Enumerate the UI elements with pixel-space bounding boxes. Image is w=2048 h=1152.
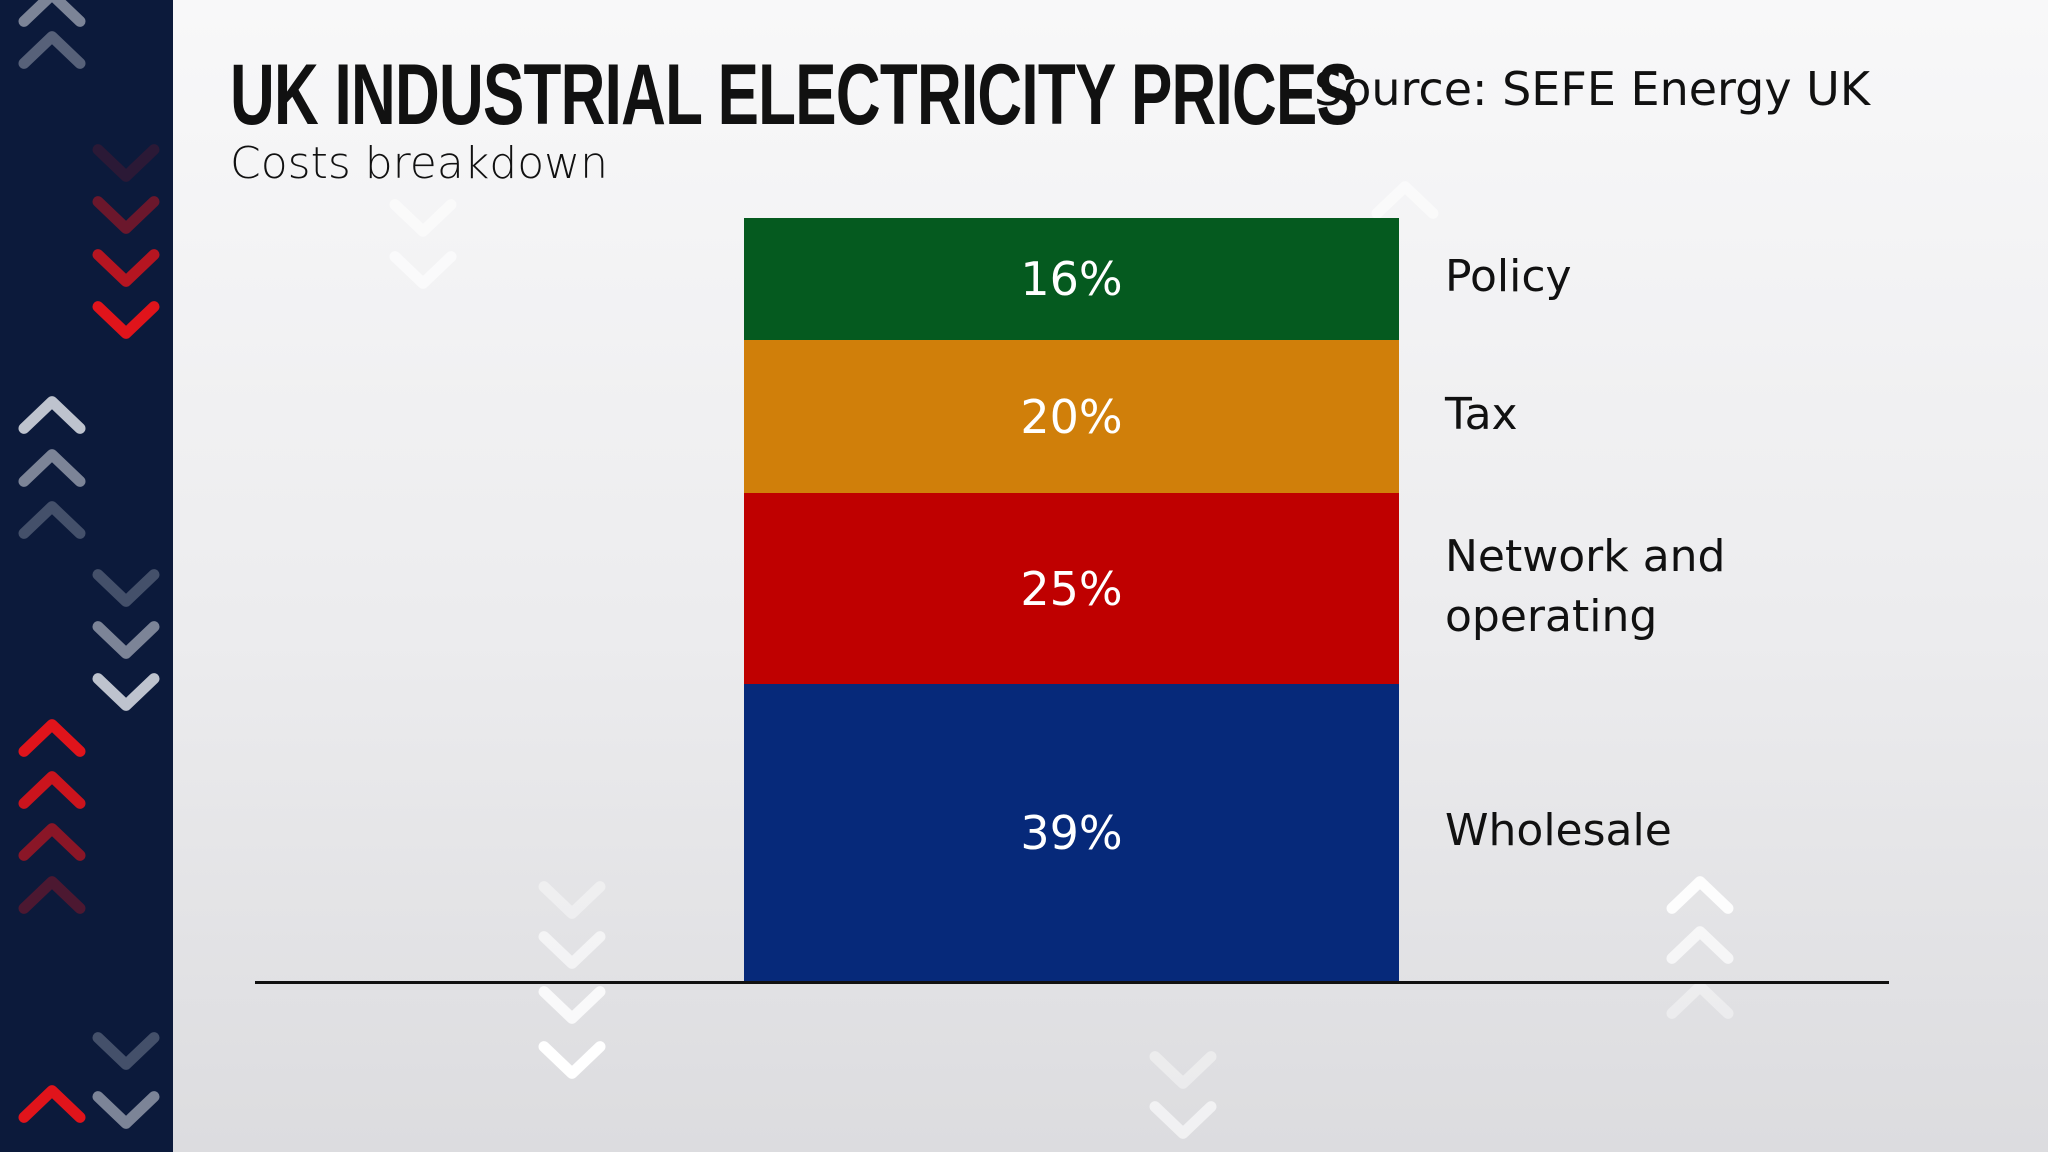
chevron-down-icon — [538, 1041, 606, 1079]
chevron-down-icon — [538, 881, 606, 919]
chevron-up-icon — [18, 501, 86, 539]
category-label-tax: Tax — [1445, 388, 1518, 440]
chevron-down-icon — [92, 301, 160, 339]
chevron-up-icon — [18, 1085, 86, 1123]
data-label-policy: 16% — [1020, 252, 1123, 307]
source-credit: Source: SEFE Energy UK — [1314, 62, 1871, 116]
data-label-tax: 20% — [1020, 389, 1123, 444]
chevron-down-icon — [92, 621, 160, 659]
chevron-up-icon — [18, 449, 86, 487]
data-label-network-and-operating: 25% — [1020, 561, 1123, 616]
data-label-wholesale: 39% — [1020, 806, 1123, 861]
chevron-up-icon — [1666, 981, 1734, 1019]
chevron-up-icon — [18, 0, 86, 27]
chevron-up-icon — [18, 396, 86, 434]
chevron-down-icon — [92, 1091, 160, 1129]
chevron-down-icon — [1149, 1101, 1217, 1139]
chevron-up-icon — [1666, 926, 1734, 964]
chevron-up-icon — [1666, 876, 1734, 914]
chevron-up-icon — [1371, 181, 1439, 219]
category-label-network-and-operating: Network and operating — [1445, 530, 1726, 642]
chevron-down-icon — [538, 986, 606, 1024]
bar-segment-network-and-operating — [744, 493, 1399, 685]
chevron-down-icon — [92, 196, 160, 234]
category-label-wholesale: Wholesale — [1445, 805, 1672, 857]
chevron-up-icon — [18, 771, 86, 809]
chevron-up-icon — [18, 876, 86, 914]
chart-title: UK INDUSTRIAL ELECTRICITY PRICES — [230, 47, 1358, 143]
bar-segment-policy — [744, 218, 1399, 341]
bar-segment-tax — [744, 340, 1399, 494]
bar-segment-wholesale — [744, 684, 1399, 982]
chevron-pattern — [18, 0, 160, 1129]
chevron-down-icon — [92, 144, 160, 182]
chevron-up-icon — [18, 719, 86, 757]
category-label-policy: Policy — [1445, 251, 1572, 303]
chevron-down-icon — [538, 931, 606, 969]
chevron-down-icon — [389, 251, 457, 289]
chart-subtitle: Costs breakdown — [230, 138, 609, 189]
chevron-down-icon — [92, 249, 160, 287]
baseline-axis — [255, 981, 1889, 984]
chevron-up-icon — [18, 823, 86, 861]
chevron-up-icon — [18, 31, 86, 69]
chevron-down-icon — [92, 673, 160, 711]
chevron-down-icon — [1149, 1051, 1217, 1089]
chevron-down-icon — [389, 199, 457, 237]
chevron-down-icon — [92, 1032, 160, 1070]
chevron-down-icon — [92, 569, 160, 607]
decorative-sidebar — [0, 0, 173, 1152]
